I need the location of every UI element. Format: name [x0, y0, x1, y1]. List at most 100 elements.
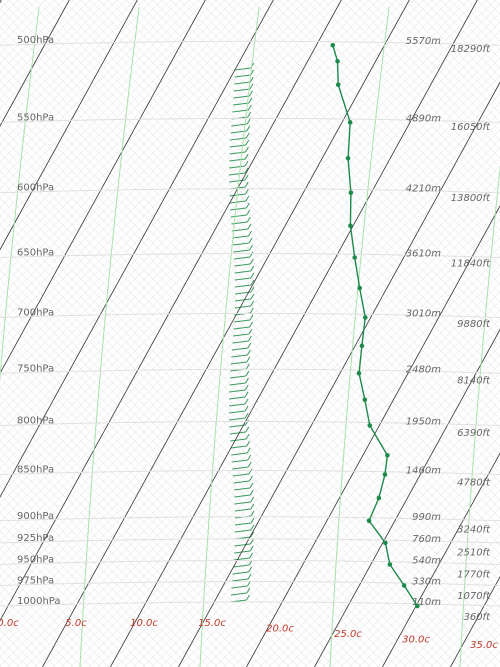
height-ft-label: 16050ft	[451, 122, 491, 133]
height-m-label: 3010m	[406, 308, 441, 319]
wind-barb	[232, 468, 253, 477]
wind-barb	[228, 160, 249, 169]
sounding-point	[330, 42, 336, 48]
sounding-point	[357, 285, 362, 291]
wind-barb	[229, 391, 249, 400]
height-m-label: 540m	[412, 556, 441, 567]
sounding-point	[366, 518, 372, 524]
pressure-label: 500hPa	[17, 35, 54, 46]
isobar-grid-line	[0, 420, 500, 426]
wind-barb	[230, 202, 250, 211]
sounding-point	[335, 82, 341, 88]
sounding-point	[345, 156, 351, 161]
wind-barb	[234, 496, 255, 505]
wind-barb	[229, 384, 249, 393]
wind-barb	[234, 258, 254, 267]
isobar-grid-line	[0, 601, 500, 607]
isobar-grid-line	[0, 470, 500, 476]
height-ft-label: 9880ft	[457, 319, 491, 330]
wind-barb	[229, 426, 250, 435]
isotherm	[0, 0, 274, 498]
isotherm-grid-line	[110, 0, 478, 667]
isobar-grid-line	[0, 40, 500, 46]
height-m-label: 760m	[412, 534, 441, 545]
moist-line	[199, 6, 260, 667]
height-m-label: 3610m	[406, 248, 441, 259]
height-ft-label: 1770ft	[457, 570, 491, 581]
sounding-point	[387, 562, 393, 567]
pressure-label: 800hPa	[17, 415, 54, 426]
temperature-label: 35.0c	[470, 640, 498, 651]
temperature-profile	[332, 45, 418, 607]
moist-line	[329, 6, 390, 667]
sounding-point	[415, 603, 420, 609]
wind-barb	[234, 272, 255, 281]
height-ft-label: 8140ft	[457, 375, 491, 386]
isobar-grid-line	[0, 253, 500, 258]
isobar-grid-line	[0, 516, 500, 522]
wind-barb	[229, 195, 250, 204]
temperature-label: 5.0c	[65, 618, 87, 629]
wind-barb	[234, 489, 254, 498]
sounding-point	[385, 452, 390, 458]
height-m-label: 330m	[412, 577, 441, 588]
wind-barb	[233, 251, 254, 260]
height-m-label: 110m	[412, 597, 441, 608]
height-m-label: 1950m	[406, 416, 441, 427]
wind-barb	[230, 440, 251, 449]
wind-barb	[234, 503, 255, 512]
wind-barb	[233, 90, 253, 99]
sounding-point	[347, 120, 353, 125]
wind-barb	[231, 342, 252, 351]
sounding-point	[359, 343, 365, 349]
sounding-point	[367, 423, 373, 428]
temperature-label: 10.0c	[130, 618, 158, 629]
isobar-grid-line	[0, 538, 500, 544]
isobar-grid-line	[0, 581, 500, 587]
isobar-grid-line	[0, 560, 500, 566]
height-ft-label: 18290ft	[451, 44, 491, 55]
pressure-label: 975hPa	[17, 576, 54, 587]
pressure-label: 600hPa	[17, 183, 54, 194]
moist-line	[79, 6, 140, 667]
wind-barb	[228, 405, 249, 414]
wind-barb	[229, 146, 249, 155]
wind-barb	[234, 76, 254, 85]
height-ft-label: 11840ft	[451, 258, 491, 269]
isobar-grid-line	[0, 188, 500, 194]
temperature-label: 30.0c	[402, 635, 430, 646]
wind-barb	[234, 279, 255, 288]
isotherm-grid-line	[382, 452, 500, 667]
wind-barb	[232, 335, 252, 344]
wind-barb	[229, 377, 249, 386]
wind-barb	[228, 398, 249, 407]
height-ft-label: 4780ft	[457, 478, 491, 489]
sounding-point	[382, 472, 388, 477]
sounding-point	[362, 315, 368, 320]
wind-barb	[229, 419, 249, 428]
wind-barb	[231, 447, 251, 456]
wind-barb	[230, 356, 251, 365]
height-m-label: 1460m	[406, 466, 441, 477]
sounding-point	[335, 58, 340, 64]
wind-barb	[232, 237, 253, 246]
isobar-grid-line	[0, 368, 500, 374]
wind-barb	[232, 461, 252, 470]
wind-barb	[233, 475, 253, 484]
wind-barb	[234, 517, 255, 526]
temperature-label: 20.0c	[266, 624, 294, 635]
isotherm-grid-line	[42, 0, 410, 667]
wind-barb	[231, 573, 252, 582]
pressure-label: 900hPa	[17, 511, 54, 522]
sounding-point	[401, 583, 407, 588]
wind-barb	[229, 153, 249, 162]
height-ft-label: 1070ft	[457, 591, 491, 602]
isobar-grid-line	[0, 117, 500, 123]
wind-barb	[231, 223, 252, 232]
wind-barb	[233, 321, 253, 330]
moist-line	[459, 165, 500, 667]
wind-barb	[234, 538, 254, 547]
isotherm	[0, 0, 138, 251]
wind-barb	[230, 209, 251, 218]
